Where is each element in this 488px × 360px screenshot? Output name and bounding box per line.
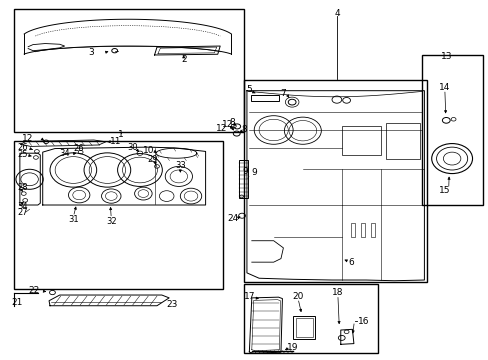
Text: 19: 19 <box>287 343 298 352</box>
Bar <box>341 126 380 155</box>
Text: 22: 22 <box>29 285 40 294</box>
Bar <box>244 284 377 353</box>
Text: 24: 24 <box>227 214 238 223</box>
Text: 12: 12 <box>222 121 233 130</box>
Text: 17: 17 <box>243 292 255 301</box>
Text: 21: 21 <box>11 298 22 307</box>
Text: 8: 8 <box>229 118 235 127</box>
Text: 26: 26 <box>18 143 28 152</box>
Text: 14: 14 <box>438 83 449 92</box>
Text: 27: 27 <box>18 208 28 217</box>
Text: 20: 20 <box>292 292 303 301</box>
Text: 5: 5 <box>246 85 252 94</box>
Bar <box>292 316 314 339</box>
Text: 12: 12 <box>22 134 34 143</box>
Bar <box>244 80 426 282</box>
Bar <box>361 223 365 237</box>
Text: 30: 30 <box>127 143 138 152</box>
Text: 23: 23 <box>165 300 177 309</box>
Text: 34: 34 <box>59 149 70 158</box>
Bar <box>351 223 355 237</box>
Text: 9: 9 <box>242 167 248 176</box>
Text: 28: 28 <box>18 183 28 192</box>
Bar <box>250 95 279 102</box>
Text: 3: 3 <box>88 48 94 57</box>
Bar <box>421 55 482 205</box>
Text: 31: 31 <box>68 215 79 224</box>
Bar <box>239 160 247 198</box>
Text: 32: 32 <box>106 217 116 226</box>
Text: 12: 12 <box>216 125 227 134</box>
Text: 9: 9 <box>251 168 257 177</box>
Text: 7: 7 <box>280 89 285 98</box>
Text: 2: 2 <box>181 55 186 64</box>
Text: 26: 26 <box>74 144 84 153</box>
Text: 4: 4 <box>333 9 339 18</box>
Text: 10: 10 <box>142 146 154 155</box>
Text: 15: 15 <box>438 186 449 195</box>
Text: 18: 18 <box>331 288 343 297</box>
Text: 8: 8 <box>241 126 247 135</box>
Text: 34: 34 <box>18 202 28 211</box>
Bar <box>385 123 419 158</box>
Text: 25: 25 <box>18 150 28 159</box>
Bar <box>14 141 222 289</box>
Text: 29: 29 <box>147 155 158 164</box>
Text: 16: 16 <box>357 316 368 325</box>
Bar <box>295 318 312 337</box>
Text: 6: 6 <box>348 258 354 267</box>
Text: 11: 11 <box>110 137 121 146</box>
Text: 13: 13 <box>440 52 451 61</box>
Bar <box>370 223 374 237</box>
Text: 33: 33 <box>175 161 185 170</box>
Bar <box>14 9 244 132</box>
Text: 1: 1 <box>118 130 123 139</box>
